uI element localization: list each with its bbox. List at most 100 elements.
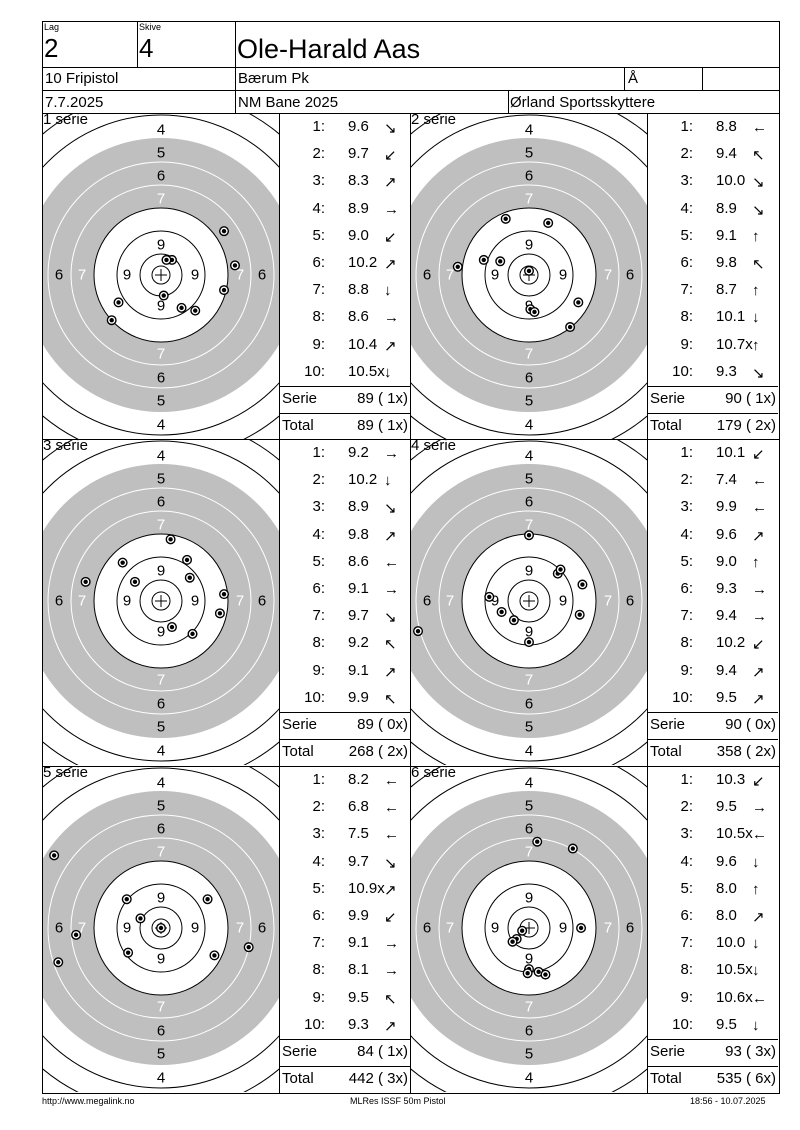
- shot-number: 5:: [680, 552, 693, 570]
- shot-row: 8: 10.1 ↓: [648, 308, 778, 334]
- shot-row: 1: 8.2 ←: [280, 771, 410, 797]
- ring-number: 9: [491, 920, 499, 937]
- ring-number: 4: [525, 448, 533, 465]
- ring-number: 8: [157, 540, 165, 557]
- shot-value: 9.8: [716, 254, 737, 271]
- ring-number: 7: [446, 920, 454, 937]
- ring-number: 5: [157, 393, 165, 410]
- ring-number: 5: [525, 798, 533, 815]
- shot-number: 1:: [680, 771, 693, 788]
- ring-number: 9: [157, 298, 165, 315]
- ring-number: 6: [258, 920, 266, 937]
- shot-row: 4: 8.9 ↘: [648, 200, 778, 226]
- shot-row: 7: 8.7 ↑: [648, 281, 778, 307]
- skive-value: 4: [139, 33, 154, 63]
- direction-arrow-icon: ↓: [752, 853, 760, 871]
- class-name: 10 Fripistol: [45, 70, 119, 87]
- shot-value: 10.5x: [348, 362, 385, 380]
- serie-sum-row: Serie 84 ( 1x): [280, 1043, 410, 1065]
- shot-number: 3:: [680, 498, 693, 516]
- shot-number: 8:: [312, 961, 325, 979]
- total-sum-label: Total: [650, 1070, 682, 1087]
- shot-row: 3: 10.5x ←: [648, 825, 778, 851]
- shot-row: 9: 10.7x ↑: [648, 336, 778, 362]
- ring-number: 8: [525, 648, 533, 665]
- total-sum-label: Total: [650, 417, 682, 434]
- ring-number: 5: [525, 719, 533, 736]
- serie-sum-row: Serie 89 ( 0x): [280, 716, 410, 738]
- serie-sum-label: Serie: [282, 1043, 318, 1060]
- direction-arrow-icon: ↘: [384, 854, 397, 872]
- serie-sum-row: Serie 90 ( 1x): [648, 390, 778, 412]
- total-sum-row: Total 268 ( 2x): [280, 743, 410, 765]
- shot-value: 10.0: [716, 934, 746, 952]
- direction-arrow-icon: ↗: [752, 909, 765, 926]
- direction-arrow-icon: ↙: [384, 147, 397, 165]
- shot-value: 9.3: [348, 1015, 369, 1033]
- shot-number: 2:: [312, 145, 325, 163]
- shooter-name: Ole-Harald Aas: [237, 34, 421, 64]
- shot-value: 8.9: [348, 199, 369, 217]
- total-sum-value: 535 ( 6x): [716, 1070, 776, 1087]
- series-label: 4 serie: [411, 440, 457, 454]
- shot-value: 9.4: [716, 661, 737, 679]
- ring-number: 7: [78, 920, 86, 937]
- shot-value: 8.3: [348, 172, 369, 190]
- shot-number: 10:: [304, 362, 325, 380]
- ring-number: 8: [213, 593, 221, 610]
- shot-number: 7:: [680, 934, 693, 952]
- serie-sum-label: Serie: [282, 716, 318, 733]
- ring-number: 7: [78, 267, 86, 284]
- direction-arrow-icon: ↓: [752, 1016, 760, 1034]
- shot-row: 7: 8.8 ↓: [280, 281, 410, 307]
- ring-number: 6: [258, 267, 266, 284]
- shot-value: 9.5: [716, 688, 737, 706]
- direction-arrow-icon: ↓: [384, 472, 392, 490]
- shot-value: 8.8: [716, 118, 737, 135]
- ring-number: 9: [525, 951, 533, 968]
- shot-value: 9.7: [348, 852, 369, 870]
- ring-number: 7: [525, 517, 533, 534]
- shot-row: 2: 6.8 ←: [280, 798, 410, 824]
- ring-number: 7: [236, 920, 244, 937]
- shot-row: 1: 8.8 ←: [648, 118, 778, 144]
- serie-sum-value: 90 ( 0x): [725, 716, 776, 733]
- shot-value: 9.9: [348, 688, 369, 706]
- shot-row: 7: 9.7 ↘: [280, 607, 410, 633]
- ring-number: 9: [525, 624, 533, 641]
- organizer-name: Ørland Sportsskyttere: [510, 94, 656, 111]
- direction-arrow-icon: ↗: [384, 1017, 397, 1035]
- shot-number: 6:: [312, 254, 325, 271]
- ring-number: 8: [213, 267, 221, 284]
- shot-row: 10: 9.5 ↓: [648, 1016, 778, 1042]
- ring-number: 5: [525, 471, 533, 488]
- shot-number: 1:: [312, 771, 325, 788]
- shot-value: 9.7: [348, 145, 369, 163]
- direction-arrow-icon: →: [384, 962, 399, 980]
- direction-arrow-icon: →: [384, 581, 399, 598]
- direction-arrow-icon: ↗: [752, 663, 765, 681]
- shot-value: 8.9: [716, 199, 737, 217]
- shot-row: 9: 9.4 ↗: [648, 662, 778, 688]
- shot-number: 10:: [672, 1015, 693, 1033]
- direction-arrow-icon: ↓: [384, 363, 392, 381]
- total-sum-value: 358 ( 2x): [716, 743, 776, 760]
- direction-arrow-icon: ↘: [752, 174, 765, 192]
- shot-number: 1:: [680, 118, 693, 135]
- shot-row: 7: 9.1 →: [280, 934, 410, 960]
- ring-number: 6: [55, 267, 63, 284]
- ring-number: 4: [157, 448, 165, 465]
- direction-arrow-icon: ←: [752, 472, 767, 490]
- ring-number: 5: [157, 471, 165, 488]
- ring-number: 9: [191, 593, 199, 610]
- ring-number: 6: [626, 267, 634, 284]
- shot-row: 2: 9.7 ↙: [280, 145, 410, 171]
- ring-number: 9: [191, 920, 199, 937]
- ring-number: 6: [157, 370, 165, 387]
- ring-number: 8: [157, 214, 165, 231]
- ring-number: 5: [157, 798, 165, 815]
- shot-value: 10.2: [348, 254, 378, 271]
- ring-number: 8: [100, 593, 108, 610]
- ring-number: 8: [468, 920, 476, 937]
